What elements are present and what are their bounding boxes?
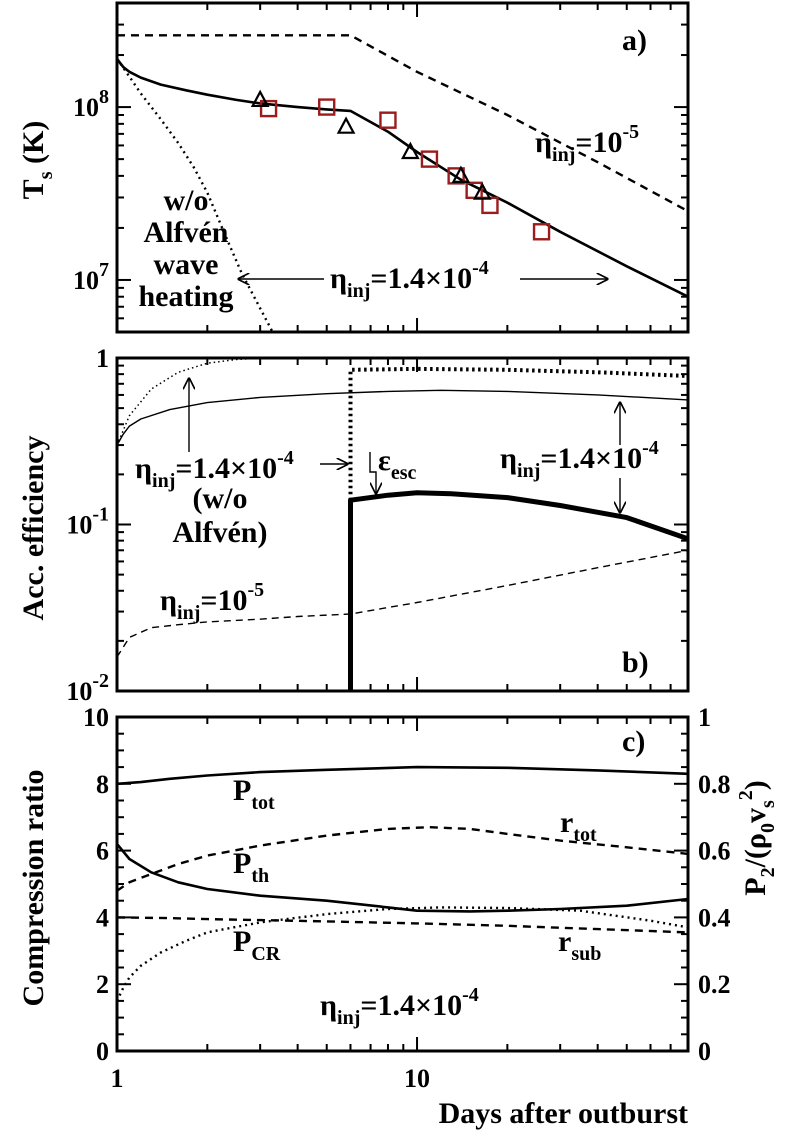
panel-b-eta-left-label: ηinj=1.4×10-4 (135, 447, 294, 492)
y-tick-label: 10 (83, 703, 109, 732)
panel-c-label: c) (622, 725, 645, 758)
panel-a-wo-annotation: w/o Alfvén wave heating (138, 184, 233, 313)
panel-a-wo-line3: wave (154, 248, 219, 281)
series-line-p-tot (116, 765, 689, 786)
y-tick-label: 2 (96, 970, 109, 999)
panel-c-ticks: 1 10 0 2 4 6 8 10 0 0.2 0.4 0.6 0.8 1 (83, 703, 731, 1093)
panel-a-wo-line2: Alfvén (144, 216, 229, 249)
y2-tick-label: 0.2 (698, 970, 731, 999)
triangle-marker (472, 182, 492, 200)
panel-c-label-pth: Pth (233, 847, 269, 887)
panel-b-curves (116, 357, 689, 691)
panel-b-wo-line2: Alfvén) (173, 516, 268, 549)
y-tick-label: 0 (96, 1037, 109, 1066)
series-line-thick-solid (348, 490, 689, 691)
panel-a-wo-line1: w/o (164, 184, 209, 217)
square-marker (318, 98, 336, 116)
panel-a-label: a) (622, 24, 647, 57)
panel-b: 10-2 10-1 1 b) Acc. efficiency ηinj=1.4×10… (17, 344, 690, 706)
y-tick-label: 107 (73, 259, 109, 295)
y-tick-label: 1 (96, 344, 109, 373)
panel-b-eta-right-label: ηinj=1.4×10-4 (500, 437, 659, 482)
square-marker (420, 150, 439, 168)
y2-tick-label: 0.4 (698, 903, 731, 932)
panel-c-label-rsub: rsub (558, 925, 601, 965)
y-tick-label: 4 (96, 903, 109, 932)
x-axis-title: Days after outburst (439, 1097, 688, 1130)
y-tick-label: 8 (96, 770, 109, 799)
y-tick-label: 10-1 (66, 504, 109, 540)
panel-a-ticks: 107 108 (73, 2, 689, 333)
square-marker (532, 223, 551, 241)
series-line-dotted (116, 58, 274, 333)
y2-tick-label: 1 (698, 703, 711, 732)
panel-b-eps-label: εesc (378, 444, 416, 484)
x-tick-label: 1 (111, 1064, 124, 1093)
square-marker (447, 167, 465, 185)
series-line-thin-dashed (116, 549, 689, 658)
square-marker (259, 99, 278, 118)
series-line-thick-dotted (348, 366, 689, 501)
series-line-p-th (115, 843, 689, 913)
series-line-r-tot (116, 826, 689, 892)
panel-b-eta-dashed-label: ηinj=10-5 (160, 579, 264, 624)
panel-a-wo-line4: heating (138, 280, 233, 313)
panel-c-label-ptot: Ptot (233, 774, 275, 814)
y2-tick-label: 0.8 (698, 770, 731, 799)
panel-b-eps-arrow (369, 452, 376, 494)
panel-c-label-pcr: PCR (233, 925, 281, 965)
series-line-p-cr (115, 906, 689, 1002)
y2-tick-label: 0.6 (698, 837, 731, 866)
panel-c-eta-label: ηinj=1.4×10-4 (320, 984, 479, 1029)
panel-c-label-rtot: rtot (560, 806, 597, 846)
triangle-marker (336, 116, 356, 134)
panel-c-curves (115, 765, 689, 1002)
panel-a-eta-solid-label: ηinj=1.4×10-4 (330, 257, 489, 302)
panel-a-markers (250, 89, 551, 241)
y-tick-label: 10-2 (66, 670, 109, 706)
panel-b-ylabel: Acc. efficiency (17, 436, 50, 621)
triangle-marker (451, 165, 471, 183)
y2-tick-label: 0 (698, 1037, 711, 1066)
panel-b-wo-line1: (w/o (193, 482, 248, 515)
panel-b-label: b) (622, 646, 649, 679)
y-tick-label: 6 (96, 837, 109, 866)
series-line-solid (115, 58, 689, 298)
triangle-marker (250, 89, 270, 108)
panel-a-ylabel: Ts (K) (17, 121, 57, 200)
y-tick-label: 108 (73, 86, 109, 122)
panel-a-eta-dashed-label: ηinj=10-5 (535, 121, 639, 166)
x-tick-label: 10 (404, 1064, 430, 1093)
panel-b-ticks: 10-2 10-1 1 (66, 344, 689, 706)
panel-a-curves (115, 34, 689, 333)
series-line-r-sub (116, 916, 689, 934)
triangle-marker (401, 141, 420, 160)
series-line-thin-solid (116, 389, 689, 446)
square-marker (481, 196, 499, 215)
panel-c-y2label: P2/(ρ0vs2) (735, 780, 779, 896)
panel-c: 1 10 0 2 4 6 8 10 0 0.2 0.4 0.6 0.8 1 c) Compression … (17, 703, 779, 1093)
square-marker (379, 111, 397, 129)
panel-c-ylabel: Compression ratio (17, 770, 50, 1007)
panel-a: 107 108 a) Ts (K) ηinj=10-5 ηinj=1.4×10-4… (17, 1, 690, 334)
